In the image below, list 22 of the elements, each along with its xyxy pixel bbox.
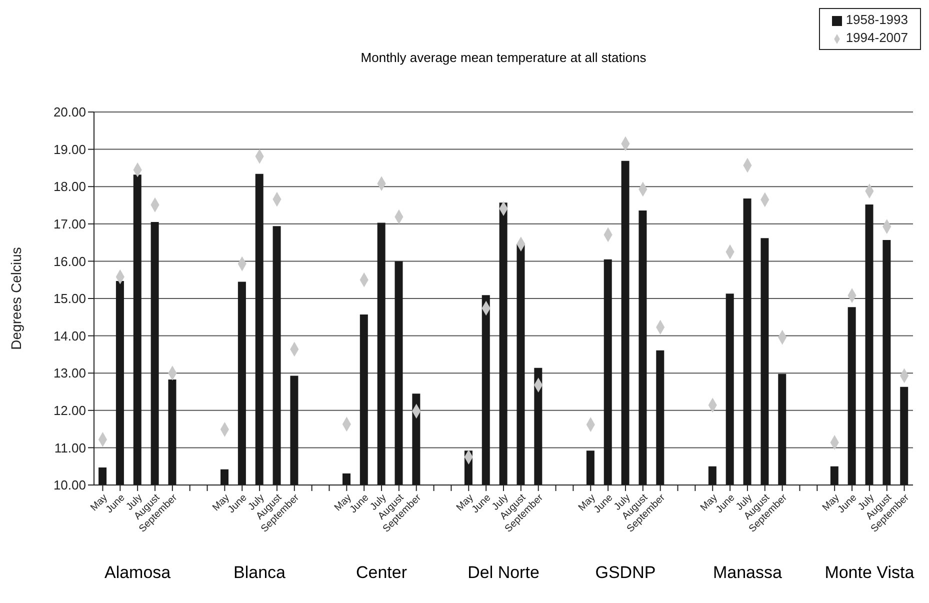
text: GSDNP	[594, 563, 657, 583]
y-tick-label: 15.00	[53, 291, 86, 306]
y-tick-label: 12.00	[53, 403, 86, 418]
text: Blanca	[232, 563, 287, 583]
y-tick-label: 11.00	[54, 440, 86, 456]
y-tick-label: 17.00	[53, 216, 86, 232]
text: Alamosa	[103, 563, 172, 583]
y-tick-label: 19.00	[53, 142, 86, 157]
y-tick-label: 13.00	[53, 366, 86, 381]
text: Monte Vista	[824, 563, 916, 583]
chart-title: Monthly average mean temperature at all stations	[360, 50, 648, 65]
y-tick-label: 16.00	[53, 254, 86, 269]
legend-label: 1994-2007	[846, 30, 908, 45]
y-tick-label: 18.00	[53, 179, 86, 194]
text: Center	[355, 563, 408, 583]
text: Manassa	[712, 563, 783, 583]
y-tick-label: 14.00	[53, 328, 86, 344]
legend-label: 1958-1993	[846, 12, 908, 27]
y-axis-title: Degrees Celcius	[8, 247, 24, 350]
y-tick-label: 10.00	[53, 478, 86, 493]
y-tick-label: 20.00	[53, 104, 86, 120]
text: Del Norte	[466, 563, 540, 583]
